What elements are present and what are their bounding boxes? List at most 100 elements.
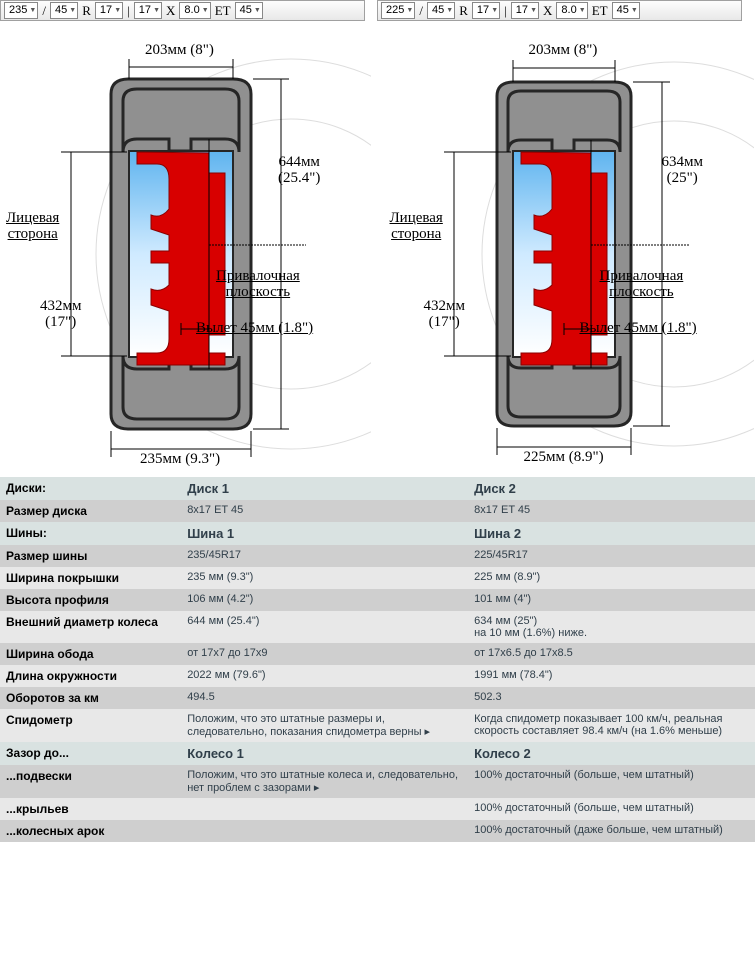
- dim-offset: Вылет 45мм (1.8"): [196, 321, 313, 337]
- table-row: Зазор до...Колесо 1Колесо 2: [0, 742, 755, 765]
- table-row: ...подвескиПоложим, что это штатные коле…: [0, 765, 755, 798]
- row-label: ...колесных арок: [0, 820, 181, 842]
- tire-svg: [1, 39, 371, 469]
- sel-rim[interactable]: 17: [134, 2, 162, 19]
- table-row: Ширина ободаот 17x7 до 17x9от 17x6.5 до …: [0, 643, 755, 665]
- lbl-r: R: [80, 3, 93, 19]
- row-value-2: 101 мм (4"): [468, 589, 755, 611]
- dim-top: 203мм (8"): [529, 43, 598, 59]
- row-value-1: 494.5: [181, 687, 468, 709]
- comparison-table: Диски:Диск 1Диск 2Размер диска8x17 ET 45…: [0, 477, 755, 842]
- table-row: Размер диска8x17 ET 458x17 ET 45: [0, 500, 755, 522]
- sep-slash: /: [417, 3, 425, 19]
- sel-rimw[interactable]: 8.0: [556, 2, 587, 19]
- sel-diam[interactable]: 17: [472, 2, 500, 19]
- table-row: Диски:Диск 1Диск 2: [0, 477, 755, 500]
- row-value-2: 8x17 ET 45: [468, 500, 755, 522]
- row-value-2: Шина 2: [468, 522, 755, 545]
- row-value-2: 634 мм (25")на 10 мм (1.6%) ниже.: [468, 611, 755, 643]
- table-row: Внешний диаметр колеса644 мм (25.4")634 …: [0, 611, 755, 643]
- row-value-2: 225/45R17: [468, 545, 755, 567]
- dim-offset: Вылет 45мм (1.8"): [580, 321, 697, 337]
- toolbar-left: 235 / 45 R 17 | 17 X 8.0 ET 45: [0, 0, 365, 21]
- toolbar-row: 235 / 45 R 17 | 17 X 8.0 ET 45 225 / 45 …: [0, 0, 755, 21]
- row-value-1: [181, 820, 468, 842]
- row-value-2: 100% достаточный (больше, чем штатный): [468, 798, 755, 820]
- row-label: Диски:: [0, 477, 181, 500]
- row-value-1: 106 мм (4.2"): [181, 589, 468, 611]
- row-label: Размер шины: [0, 545, 181, 567]
- lbl-r: R: [457, 3, 470, 19]
- row-value-1: Положим, что это штатные размеры и, след…: [181, 709, 468, 742]
- row-label: ...крыльев: [0, 798, 181, 820]
- diagram-right: 203мм (8") 225мм (8.9") Лицеваясторона 6…: [384, 39, 755, 469]
- table-row: ...крыльев 100% достаточный (больше, чем …: [0, 798, 755, 820]
- row-value-2: 100% достаточный (даже больше, чем штатн…: [468, 820, 755, 842]
- sel-ratio[interactable]: 45: [427, 2, 455, 19]
- dim-bottom: 235мм (9.3"): [140, 452, 220, 468]
- row-value-2: от 17x6.5 до 17x8.5: [468, 643, 755, 665]
- table-row: ...колесных арок 100% достаточный (даже б…: [0, 820, 755, 842]
- dim-plane: Привалочнаяплоскость: [216, 269, 300, 301]
- row-value-1: Положим, что это штатные колеса и, следо…: [181, 765, 468, 798]
- row-label: ...подвески: [0, 765, 181, 798]
- row-label: Высота профиля: [0, 589, 181, 611]
- sep-bar: |: [502, 3, 509, 19]
- dim-rim: 432мм(17"): [40, 299, 81, 331]
- table-row: Ширина покрышки235 мм (9.3")225 мм (8.9"…: [0, 567, 755, 589]
- row-value-1: 235/45R17: [181, 545, 468, 567]
- row-label: Спидометр: [0, 709, 181, 742]
- row-label: Длина окружности: [0, 665, 181, 687]
- dim-top: 203мм (8"): [145, 43, 214, 59]
- sep-bar: |: [125, 3, 132, 19]
- row-value-2: Колесо 2: [468, 742, 755, 765]
- dim-height: 644мм(25.4"): [278, 155, 320, 187]
- sel-rim[interactable]: 17: [511, 2, 539, 19]
- sel-rimw[interactable]: 8.0: [179, 2, 210, 19]
- row-value-2: 1991 мм (78.4"): [468, 665, 755, 687]
- sel-diam[interactable]: 17: [95, 2, 123, 19]
- table-row: Шины:Шина 1Шина 2: [0, 522, 755, 545]
- dim-plane: Привалочнаяплоскость: [600, 269, 684, 301]
- sel-off[interactable]: 45: [612, 2, 640, 19]
- sel-width[interactable]: 225: [381, 2, 415, 19]
- row-value-1: Колесо 1: [181, 742, 468, 765]
- row-label: Ширина покрышки: [0, 567, 181, 589]
- table-row: Высота профиля106 мм (4.2")101 мм (4"): [0, 589, 755, 611]
- row-value-2: 225 мм (8.9"): [468, 567, 755, 589]
- diagrams-row: 203мм (8") 235мм (9.3") Лицеваясторона 6…: [0, 21, 755, 477]
- dim-face: Лицеваясторона: [390, 211, 443, 243]
- lbl-x: X: [541, 3, 554, 19]
- lbl-et: ET: [213, 3, 233, 19]
- row-label: Внешний диаметр колеса: [0, 611, 181, 643]
- sel-ratio[interactable]: 45: [50, 2, 78, 19]
- row-value-2: Диск 2: [468, 477, 755, 500]
- row-value-1: Диск 1: [181, 477, 468, 500]
- lbl-et: ET: [590, 3, 610, 19]
- row-value-1: Шина 1: [181, 522, 468, 545]
- row-value-1: 2022 мм (79.6"): [181, 665, 468, 687]
- lbl-x: X: [164, 3, 177, 19]
- dim-rim: 432мм(17"): [424, 299, 465, 331]
- row-value-1: [181, 798, 468, 820]
- row-label: Ширина обода: [0, 643, 181, 665]
- row-value-1: 644 мм (25.4"): [181, 611, 468, 643]
- table-row: СпидометрПоложим, что это штатные размер…: [0, 709, 755, 742]
- sel-off[interactable]: 45: [235, 2, 263, 19]
- table-row: Оборотов за км494.5502.3: [0, 687, 755, 709]
- row-value-2: Когда спидометр показывает 100 км/ч, реа…: [468, 709, 755, 742]
- dim-height: 634мм(25"): [662, 155, 703, 187]
- row-value-1: от 17x7 до 17x9: [181, 643, 468, 665]
- sep-slash: /: [40, 3, 48, 19]
- row-value-2: 100% достаточный (больше, чем штатный): [468, 765, 755, 798]
- table-row: Длина окружности2022 мм (79.6")1991 мм (…: [0, 665, 755, 687]
- row-value-1: 8x17 ET 45: [181, 500, 468, 522]
- toolbar-right: 225 / 45 R 17 | 17 X 8.0 ET 45: [377, 0, 742, 21]
- sel-width[interactable]: 235: [4, 2, 38, 19]
- dim-face: Лицеваясторона: [6, 211, 59, 243]
- row-label: Шины:: [0, 522, 181, 545]
- diagram-left: 203мм (8") 235мм (9.3") Лицеваясторона 6…: [0, 39, 372, 469]
- row-value-1: 235 мм (9.3"): [181, 567, 468, 589]
- tire-svg: [384, 39, 754, 469]
- table-row: Размер шины235/45R17225/45R17: [0, 545, 755, 567]
